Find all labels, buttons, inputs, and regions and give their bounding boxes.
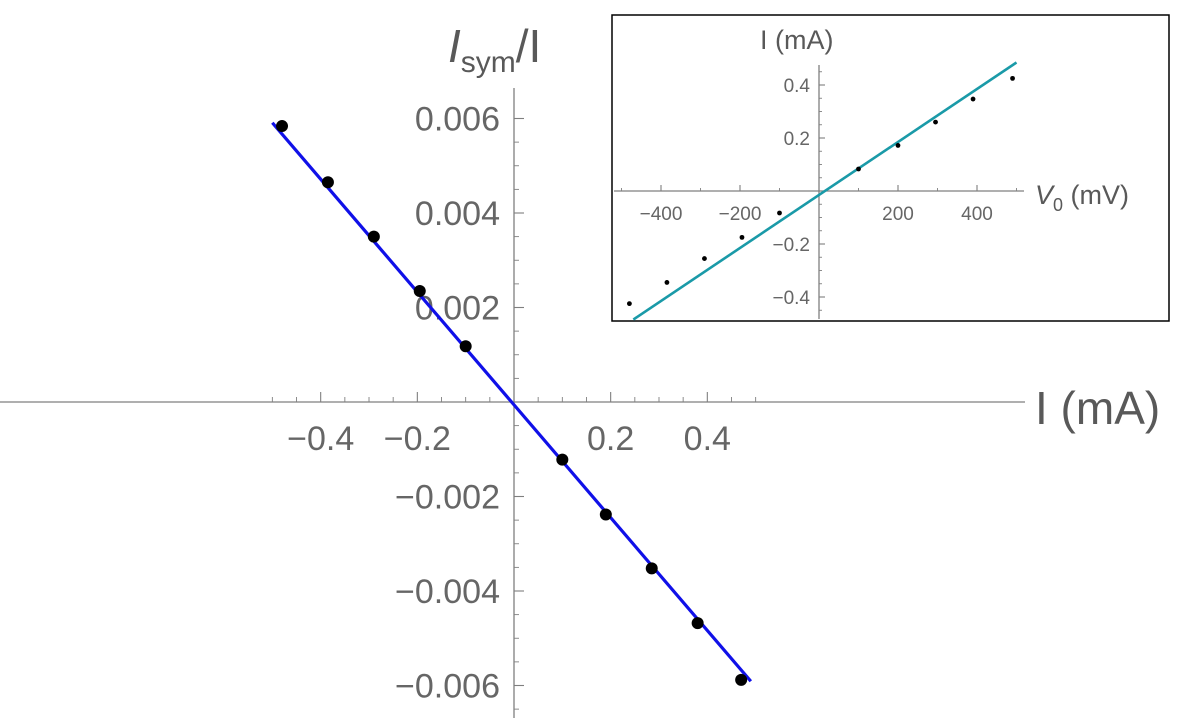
main-x-tick-label: −0.2 <box>384 420 451 458</box>
main-data-point <box>599 508 612 521</box>
inset-x-tick-label: 200 <box>882 204 914 225</box>
inset-data-point <box>933 119 938 125</box>
inset-data-point <box>777 210 782 216</box>
inset-data-point <box>1010 75 1015 81</box>
main-y-axis-label: Isym/I <box>448 20 541 79</box>
main-data-point <box>735 673 748 686</box>
main-data-point <box>556 453 569 466</box>
main-x-axis-label: I (mA) <box>1035 382 1160 434</box>
main-data-point <box>321 176 334 189</box>
inset-x-tick-label: 400 <box>961 204 993 225</box>
main-y-tick-label: 0.006 <box>415 101 500 139</box>
inset-data-points <box>627 75 1015 307</box>
inset-axes <box>614 65 1024 319</box>
inset-ticks <box>621 71 1017 311</box>
inset-plot: −400 −200 200 400 0.4 0.2 −0.2 −0.4 I (mA) V0 (… <box>611 14 1170 322</box>
main-y-tick-label: 0.004 <box>415 195 500 233</box>
inset-y-tick-label: −0.2 <box>772 235 810 256</box>
main-data-point <box>459 340 472 353</box>
inset-tick-labels: −400 −200 200 400 0.4 0.2 −0.2 −0.4 <box>640 76 993 309</box>
inset-fit-line <box>632 61 1018 321</box>
main-data-point <box>276 120 289 133</box>
main-fit-line-segment <box>271 121 753 683</box>
main-fit-line <box>271 121 753 683</box>
main-x-tick-label: −0.4 <box>287 420 354 458</box>
inset-y-tick-label: 0.2 <box>784 129 810 150</box>
inset-data-point <box>627 301 632 307</box>
inset-data-point <box>970 96 976 102</box>
main-y-tick-label: 0.002 <box>415 290 500 328</box>
main-ticks <box>271 117 757 710</box>
inset-x-axis-label: V0 (mV) <box>1035 180 1129 215</box>
inset-y-tick-label: 0.4 <box>784 76 811 97</box>
inset-data-point <box>739 234 745 240</box>
main-y-tick-label: −0.004 <box>395 573 500 611</box>
inset-data-point <box>702 256 707 261</box>
inset-frame <box>611 14 1170 322</box>
main-y-tick-label: −0.006 <box>395 668 500 706</box>
main-data-point <box>367 230 380 243</box>
main-y-tick-label: −0.002 <box>395 479 500 517</box>
main-data-points <box>276 120 748 686</box>
inset-x-tick-label: −400 <box>640 204 683 225</box>
inset-y-tick-label: −0.4 <box>772 288 810 309</box>
inset-data-point <box>856 166 861 172</box>
inset-data-point <box>664 280 670 285</box>
inset-y-axis-label: I (mA) <box>760 25 834 55</box>
main-data-point <box>691 617 704 630</box>
main-plot: −0.4 −0.2 0.2 0.4 0.006 0.004 0.002 −0.002 −0.00… <box>0 20 1160 718</box>
inset-data-point <box>895 143 901 148</box>
inset-fit-line-segment <box>632 61 1018 321</box>
main-data-point <box>645 562 658 575</box>
main-data-point <box>413 284 426 297</box>
main-tick-labels: −0.4 −0.2 0.2 0.4 0.006 0.004 0.002 −0.002 −0.00… <box>287 101 731 706</box>
main-x-tick-label: 0.4 <box>684 420 731 458</box>
main-x-tick-label: 0.2 <box>587 420 634 458</box>
inset-x-tick-label: −200 <box>719 204 762 225</box>
